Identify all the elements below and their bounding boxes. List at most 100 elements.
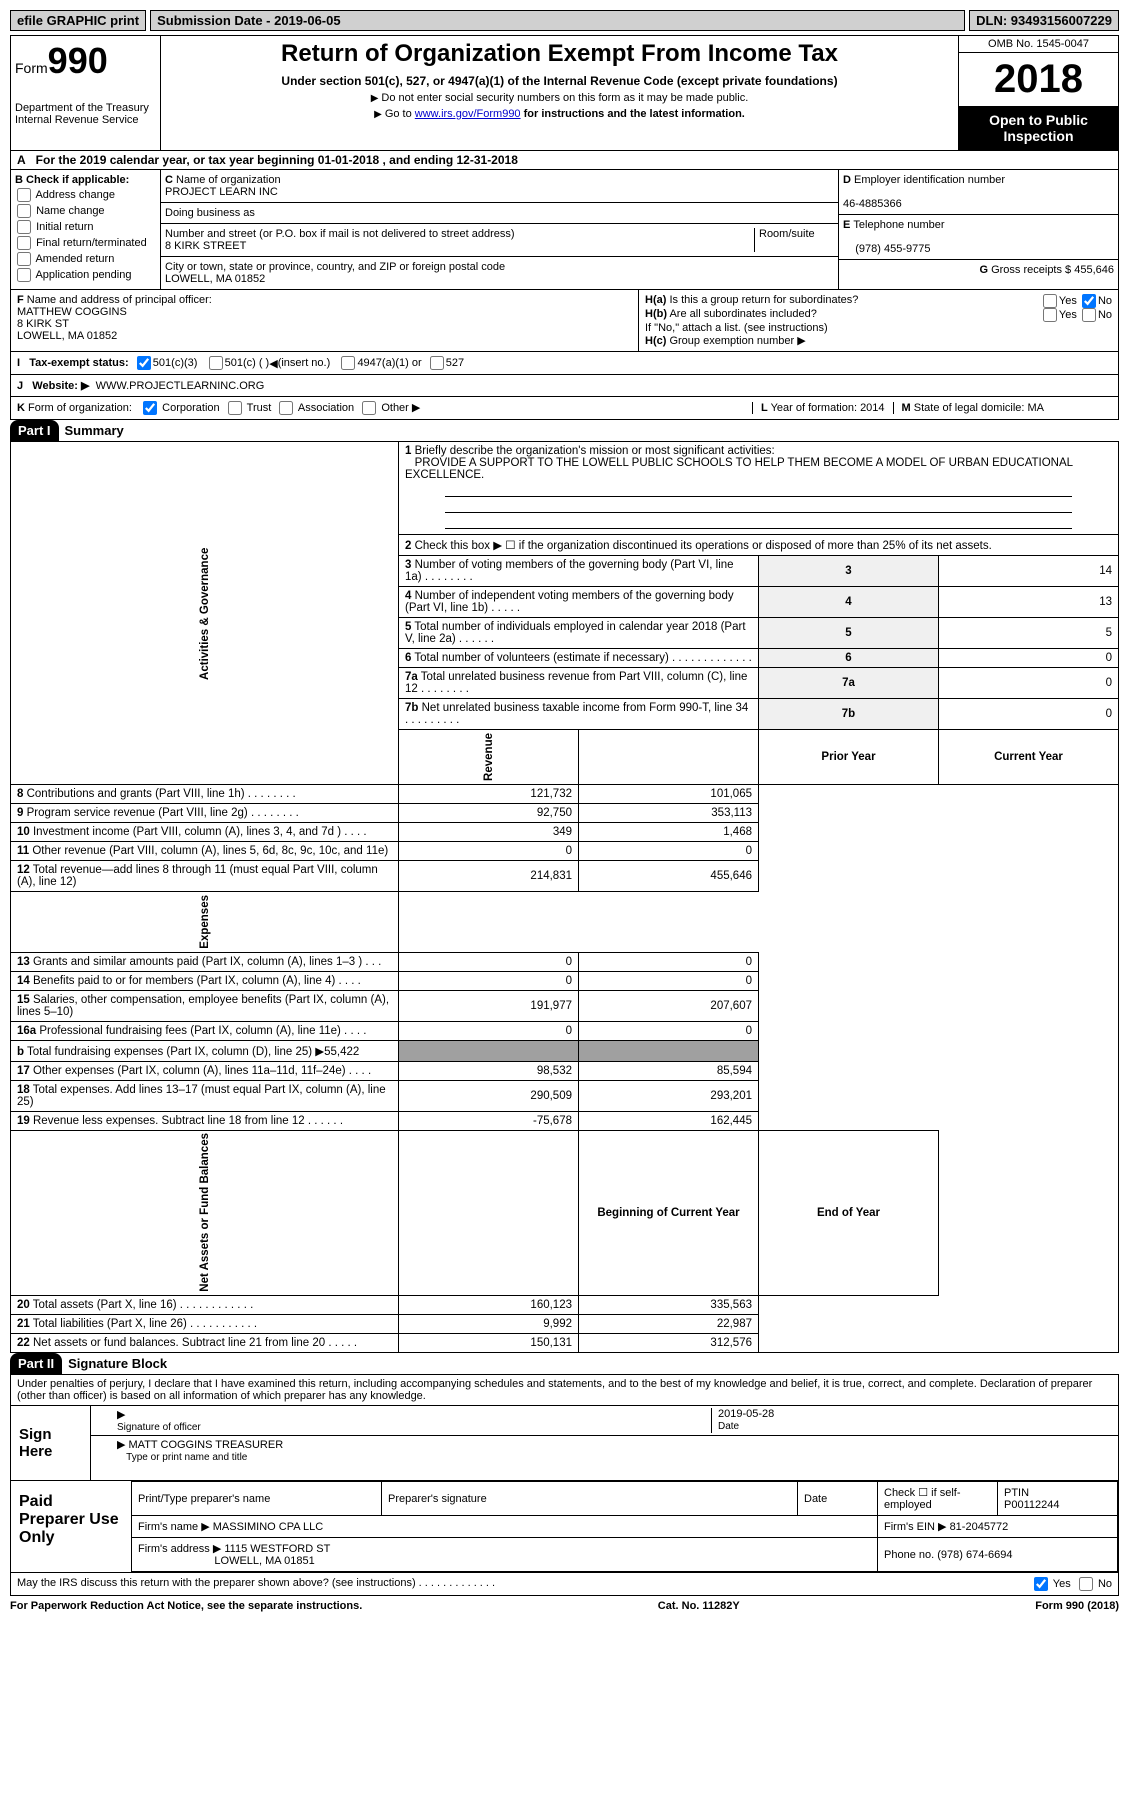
summary-table: Activities & Governance 1 Briefly descri…	[10, 441, 1119, 1353]
paid-preparer-label: Paid Preparer Use Only	[11, 1481, 131, 1572]
expenses-label: Expenses	[11, 892, 399, 953]
prep-sig-label: Preparer's signature	[382, 1482, 798, 1516]
begin-year-header: Beginning of Current Year	[579, 1130, 759, 1296]
part2-title: Signature Block	[62, 1356, 167, 1371]
dba-label: Doing business as	[161, 203, 838, 224]
mission-text: PROVIDE A SUPPORT TO THE LOWELL PUBLIC S…	[405, 457, 1073, 481]
firm-name: MASSIMINO CPA LLC	[213, 1521, 323, 1533]
phone-label: Telephone number	[853, 219, 944, 231]
revenue-label: Revenue	[399, 730, 579, 785]
line1-label: Briefly describe the organization's miss…	[415, 445, 775, 457]
cb-initial-return[interactable]: Initial return	[15, 220, 156, 234]
part1-title: Summary	[59, 423, 124, 438]
cb-pending[interactable]: Application pending	[15, 268, 156, 282]
hc-label: Group exemption number	[669, 335, 794, 347]
prep-name-label: Print/Type preparer's name	[132, 1482, 382, 1516]
sig-officer-label: Signature of officer	[117, 1422, 201, 1433]
ein-label: Employer identification number	[854, 174, 1005, 186]
cb-name-change[interactable]: Name change	[15, 204, 156, 218]
gross-label: Gross receipts $	[991, 264, 1071, 276]
hb-label: Are all subordinates included?	[669, 308, 816, 320]
cb-address-change[interactable]: Address change	[15, 188, 156, 202]
open-inspection: Open to Public Inspection	[959, 106, 1118, 150]
year-formation: 2014	[860, 402, 884, 414]
website-value: WWW.PROJECTLEARNINC.ORG	[96, 380, 265, 392]
instructions-link[interactable]: www.irs.gov/Form990	[415, 108, 521, 120]
form-header: Form990 Department of the Treasury Inter…	[10, 35, 1119, 151]
efile-box[interactable]: efile GRAPHIC print	[10, 10, 146, 31]
officer-typed-name: MATT COGGINS TREASURER	[129, 1439, 284, 1451]
gross-value: 455,646	[1074, 264, 1114, 276]
form-footer: Form 990 (2018)	[1035, 1600, 1119, 1612]
form-number: Form990	[15, 40, 156, 82]
hb-yes[interactable]	[1043, 308, 1057, 322]
ptin-value: P00112244	[1004, 1499, 1059, 1511]
ha-no[interactable]	[1082, 294, 1096, 308]
cb-501c[interactable]	[209, 356, 223, 370]
instructions-note: Go to www.irs.gov/Form990 for instructio…	[165, 108, 954, 120]
addr-value: 8 KIRK STREET	[165, 240, 246, 252]
discuss-yes[interactable]	[1034, 1577, 1048, 1591]
city-label: City or town, state or province, country…	[165, 261, 505, 273]
sig-date: 2019-05-28	[718, 1408, 774, 1420]
row-a-tax-year: A For the 2019 calendar year, or tax yea…	[10, 151, 1119, 170]
irs-label: Internal Revenue Service	[15, 114, 156, 126]
cb-527[interactable]	[430, 356, 444, 370]
self-employed-check[interactable]: Check ☐ if self-employed	[878, 1482, 998, 1516]
officer-label: Name and address of principal officer:	[27, 294, 212, 306]
cb-trust[interactable]	[228, 401, 242, 415]
firm-addr2: LOWELL, MA 01851	[214, 1555, 314, 1567]
form-subtitle: Under section 501(c), 527, or 4947(a)(1)…	[165, 74, 954, 88]
ha-label: Is this a group return for subordinates?	[669, 294, 858, 306]
officer-name: MATTHEW COGGINS	[17, 306, 127, 318]
officer-addr2: LOWELL, MA 01852	[17, 330, 117, 342]
row-i: I Tax-exempt status: 501(c)(3) 501(c) ( …	[10, 352, 1119, 375]
declaration: Under penalties of perjury, I declare th…	[10, 1374, 1119, 1406]
org-name: PROJECT LEARN INC	[165, 186, 278, 198]
row-j: J Website: ▶ WWW.PROJECTLEARNINC.ORG	[10, 375, 1119, 397]
line2: Check this box ▶ ☐ if the organization d…	[415, 540, 992, 552]
state-domicile: MA	[1028, 402, 1045, 414]
netassets-label: Net Assets or Fund Balances	[11, 1130, 399, 1296]
current-year-header: Current Year	[939, 730, 1119, 785]
org-name-label: Name of organization	[176, 174, 281, 186]
submission-date: Submission Date - 2019-06-05	[150, 10, 965, 31]
part2-header: Part II	[10, 1353, 62, 1374]
room-suite: Room/suite	[754, 228, 834, 252]
firm-addr1: 1115 WESTFORD ST	[224, 1543, 330, 1555]
cb-other[interactable]	[362, 401, 376, 415]
prep-date-label: Date	[798, 1482, 878, 1516]
topbar: efile GRAPHIC print Submission Date - 20…	[10, 10, 1119, 31]
ein-value: 46-4885366	[843, 198, 902, 210]
city-value: LOWELL, MA 01852	[165, 273, 265, 285]
cb-corp[interactable]	[143, 401, 157, 415]
part1-header: Part I	[10, 420, 59, 441]
omb-number: OMB No. 1545-0047	[959, 36, 1118, 53]
firm-ein: 81-2045772	[950, 1521, 1009, 1533]
cb-assoc[interactable]	[279, 401, 293, 415]
discuss-no[interactable]	[1079, 1577, 1093, 1591]
governance-label: Activities & Governance	[11, 442, 399, 785]
end-year-header: End of Year	[759, 1130, 939, 1296]
officer-addr1: 8 KIRK ST	[17, 318, 69, 330]
prep-phone: (978) 674-6694	[937, 1549, 1012, 1561]
section-b: B Check if applicable: Address change Na…	[11, 170, 161, 289]
cat-no: Cat. No. 11282Y	[658, 1600, 740, 1612]
discuss-question: May the IRS discuss this return with the…	[17, 1577, 495, 1591]
hb-note: If "No," attach a list. (see instruction…	[645, 322, 1112, 334]
cb-501c3[interactable]	[137, 356, 151, 370]
prior-year-header: Prior Year	[759, 730, 939, 785]
form-title: Return of Organization Exempt From Incom…	[165, 40, 954, 68]
cb-4947[interactable]	[341, 356, 355, 370]
ha-yes[interactable]	[1043, 294, 1057, 308]
dln-box: DLN: 93493156007229	[969, 10, 1119, 31]
ssn-note: Do not enter social security numbers on …	[165, 92, 954, 104]
cb-amended[interactable]: Amended return	[15, 252, 156, 266]
paperwork-notice: For Paperwork Reduction Act Notice, see …	[10, 1600, 362, 1612]
row-k: K Form of organization: Corporation Trus…	[10, 397, 1119, 420]
sign-here-label: Sign Here	[11, 1406, 91, 1480]
hb-no[interactable]	[1082, 308, 1096, 322]
addr-label: Number and street (or P.O. box if mail i…	[165, 228, 515, 240]
tax-year: 2018	[959, 53, 1118, 106]
cb-final-return[interactable]: Final return/terminated	[15, 236, 156, 250]
